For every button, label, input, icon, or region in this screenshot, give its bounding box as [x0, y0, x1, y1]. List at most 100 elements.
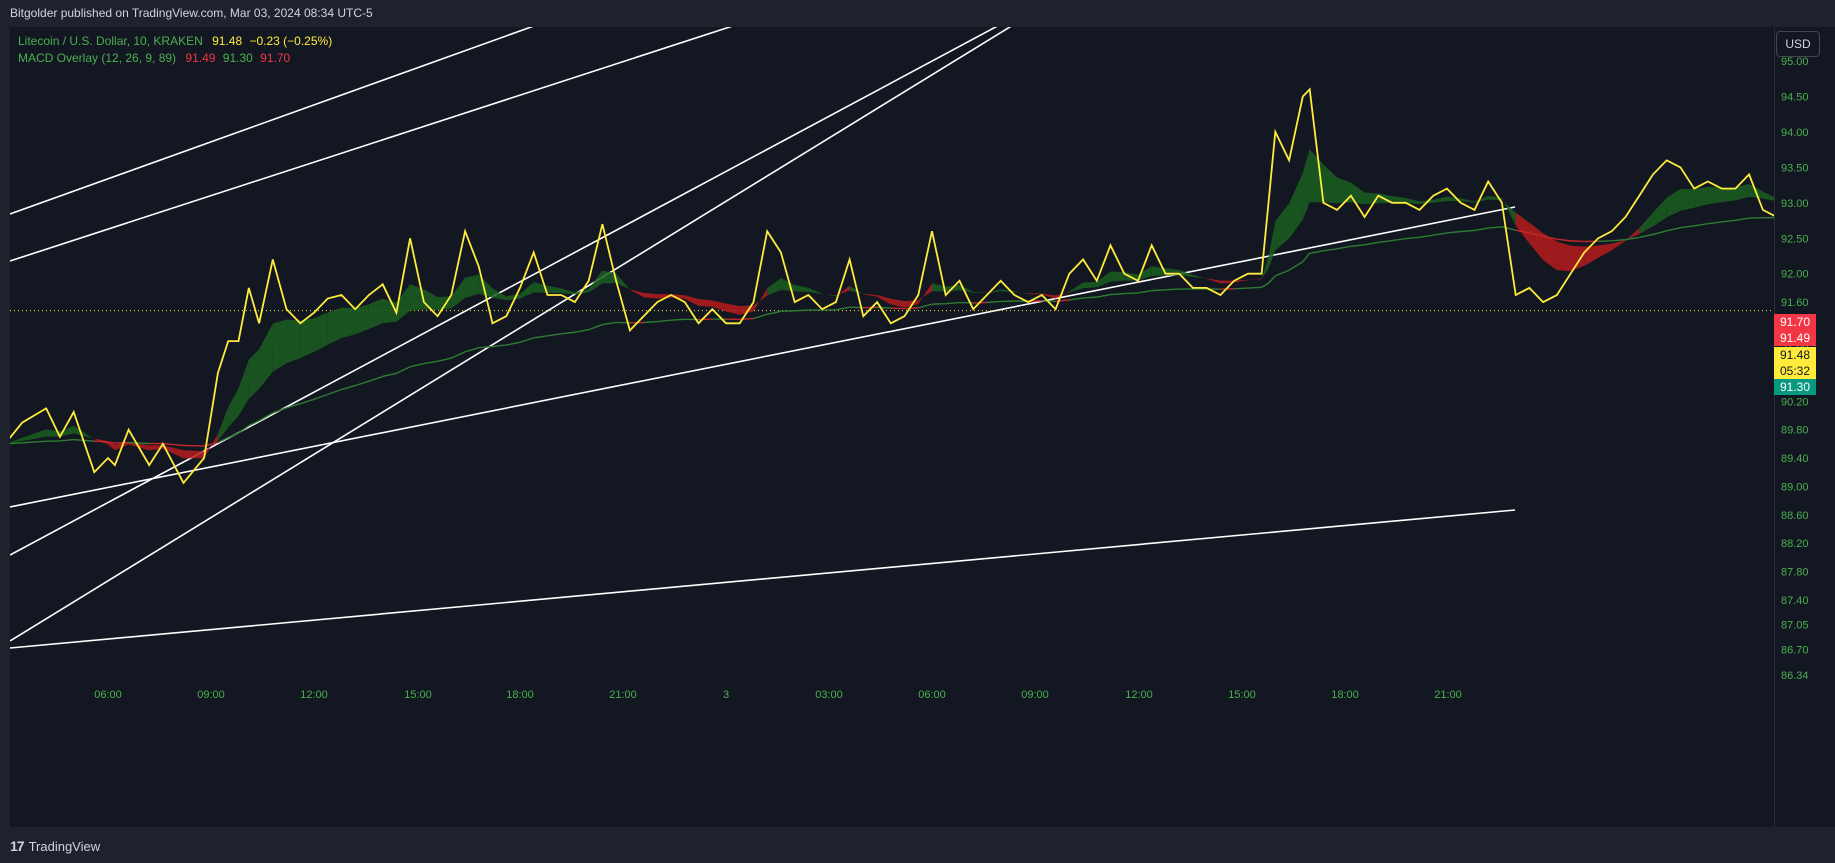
- macd-long-line-segment: [1433, 232, 1448, 236]
- macd-long-line-segment: [1247, 286, 1262, 289]
- time-tick-label: 06:00: [918, 689, 946, 701]
- macd-band-segment: [1405, 198, 1420, 204]
- macd-band-segment: [410, 284, 424, 311]
- macd-band-segment: [1721, 187, 1736, 203]
- macd-band-segment: [1268, 221, 1276, 269]
- macd-long-line-segment: [258, 412, 274, 422]
- macd-band-segment: [1694, 186, 1708, 208]
- price-tick-label: 92.00: [1781, 269, 1809, 281]
- macd-band-segment: [162, 445, 184, 459]
- macd-long-line-segment: [1405, 236, 1420, 240]
- macd-long-line-segment: [248, 420, 260, 427]
- time-tick-label: 21:00: [1434, 689, 1462, 701]
- macd-long-line-segment: [128, 441, 150, 445]
- legend-symbol: Litecoin / U.S. Dollar, 10, KRAKEN: [18, 34, 203, 48]
- macd-band-segment: [238, 359, 249, 417]
- macd-band-segment: [217, 407, 229, 441]
- macd-band-segment: [10, 437, 23, 444]
- macd-band-segment: [890, 298, 905, 308]
- legend-indicator-v2: 91.30: [222, 51, 253, 65]
- macd-long-line-segment: [217, 436, 229, 444]
- macd-band-segment: [588, 270, 603, 293]
- trendline-3: [10, 27, 998, 556]
- macd-band-segment: [355, 304, 369, 335]
- time-tick-label: 06:00: [94, 689, 122, 701]
- macd-band-segment: [849, 285, 864, 295]
- macd-band-segment: [259, 323, 273, 389]
- macd-long-line-segment: [368, 375, 383, 382]
- macd-band-segment: [300, 318, 314, 358]
- macd-long-line-segment: [1261, 282, 1269, 288]
- macd-band-segment: [1707, 186, 1722, 205]
- macd-long-line-segment: [1302, 252, 1311, 263]
- macd-long-line-segment: [1288, 261, 1304, 271]
- macd-long-line-segment: [602, 321, 617, 326]
- macd-band-segment: [1515, 212, 1530, 244]
- macd-band-segment: [1083, 281, 1097, 289]
- macd-long-line-segment: [423, 360, 438, 365]
- macd-band-segment: [108, 441, 115, 451]
- price-axis[interactable]: 95.00 94.50 94.00 93.50 93.00 92.50 92.00 91.60…: [1775, 27, 1835, 827]
- price-tick-label: 90.20: [1781, 396, 1809, 408]
- macd-band-segment: [547, 285, 562, 294]
- macd-band-segment: [1247, 278, 1262, 281]
- macd-band-segment: [1000, 289, 1015, 292]
- macd-long-line-segment: [1083, 296, 1097, 299]
- macd-band-segment: [451, 277, 466, 309]
- macd-band-segment: [183, 450, 205, 459]
- macd-band-segment: [423, 289, 438, 311]
- chart-area[interactable]: 06:00 09:00 12:00 15:00 18:00 21:00 3 03:00 06:0…: [10, 27, 1775, 827]
- macd-long-line-segment: [1680, 225, 1695, 229]
- macd-band-segment: [1041, 293, 1056, 299]
- macd-long-line-segment: [753, 313, 768, 320]
- macd-band-segment: [272, 319, 287, 372]
- macd-long-line-segment: [300, 398, 315, 405]
- macd-band-segment: [1611, 240, 1626, 251]
- macd-long-line-segment: [183, 444, 205, 447]
- macd-long-line-segment: [1137, 289, 1152, 294]
- price-tick-label: 87.05: [1781, 620, 1809, 632]
- macd-long-line-segment: [1337, 245, 1351, 250]
- macd-long-line-segment: [904, 307, 919, 310]
- price-tick-label: 89.80: [1781, 425, 1809, 437]
- legend-symbol-row[interactable]: Litecoin / U.S. Dollar, 10, KRAKEN 91.48…: [18, 33, 332, 50]
- macd-long-line-segment: [286, 403, 301, 409]
- macd-band-segment: [616, 273, 630, 290]
- macd-band-segment: [149, 445, 163, 451]
- macd-band-segment: [1289, 173, 1303, 239]
- macd-long-line-segment: [107, 441, 115, 444]
- macd-long-line-segment: [1666, 227, 1681, 232]
- macd-band-segment: [1096, 271, 1111, 288]
- macd-band-segment: [228, 388, 239, 428]
- macd-long-line-segment: [409, 362, 425, 368]
- legend-indicator-row[interactable]: MACD Overlay (12, 26, 9, 89) 91.49 91.30…: [18, 50, 332, 67]
- currency-button[interactable]: USD: [1776, 31, 1820, 57]
- macd-band-segment: [684, 295, 699, 306]
- footer-brand[interactable]: 17 TradingView: [10, 836, 100, 856]
- brand-name: TradingView: [28, 838, 101, 854]
- price-tag-last: 91.48: [1774, 347, 1816, 363]
- price-tag-macd-slow: 91.70: [1774, 314, 1816, 330]
- macd-long-line-segment: [162, 442, 184, 447]
- macd-long-line-segment: [918, 303, 933, 309]
- macd-band-segment: [877, 295, 891, 305]
- macd-band-segment: [506, 293, 520, 301]
- macd-long-line-segment: [1735, 217, 1750, 221]
- macd-band-segment: [767, 278, 781, 296]
- macd-band-segment: [286, 319, 301, 364]
- macd-band-segment: [1501, 197, 1516, 226]
- macd-long-line-segment: [533, 335, 548, 339]
- macd-long-line-segment: [464, 347, 480, 353]
- macd-band-segment: [533, 282, 548, 293]
- macd-long-line-segment: [643, 320, 658, 324]
- macd-long-line-segment: [396, 366, 411, 374]
- macd-long-line-segment: [1488, 226, 1502, 229]
- macd-long-line-segment: [657, 319, 672, 323]
- time-tick-label: 18:00: [1331, 689, 1359, 701]
- tradingview-logo-icon: 17: [10, 838, 25, 854]
- macd-band-segment: [465, 274, 479, 299]
- macd-long-line-segment: [227, 432, 239, 439]
- macd-long-line-segment: [272, 407, 287, 414]
- price-tick-label: 87.40: [1781, 595, 1809, 607]
- macd-band-segment: [1639, 212, 1653, 235]
